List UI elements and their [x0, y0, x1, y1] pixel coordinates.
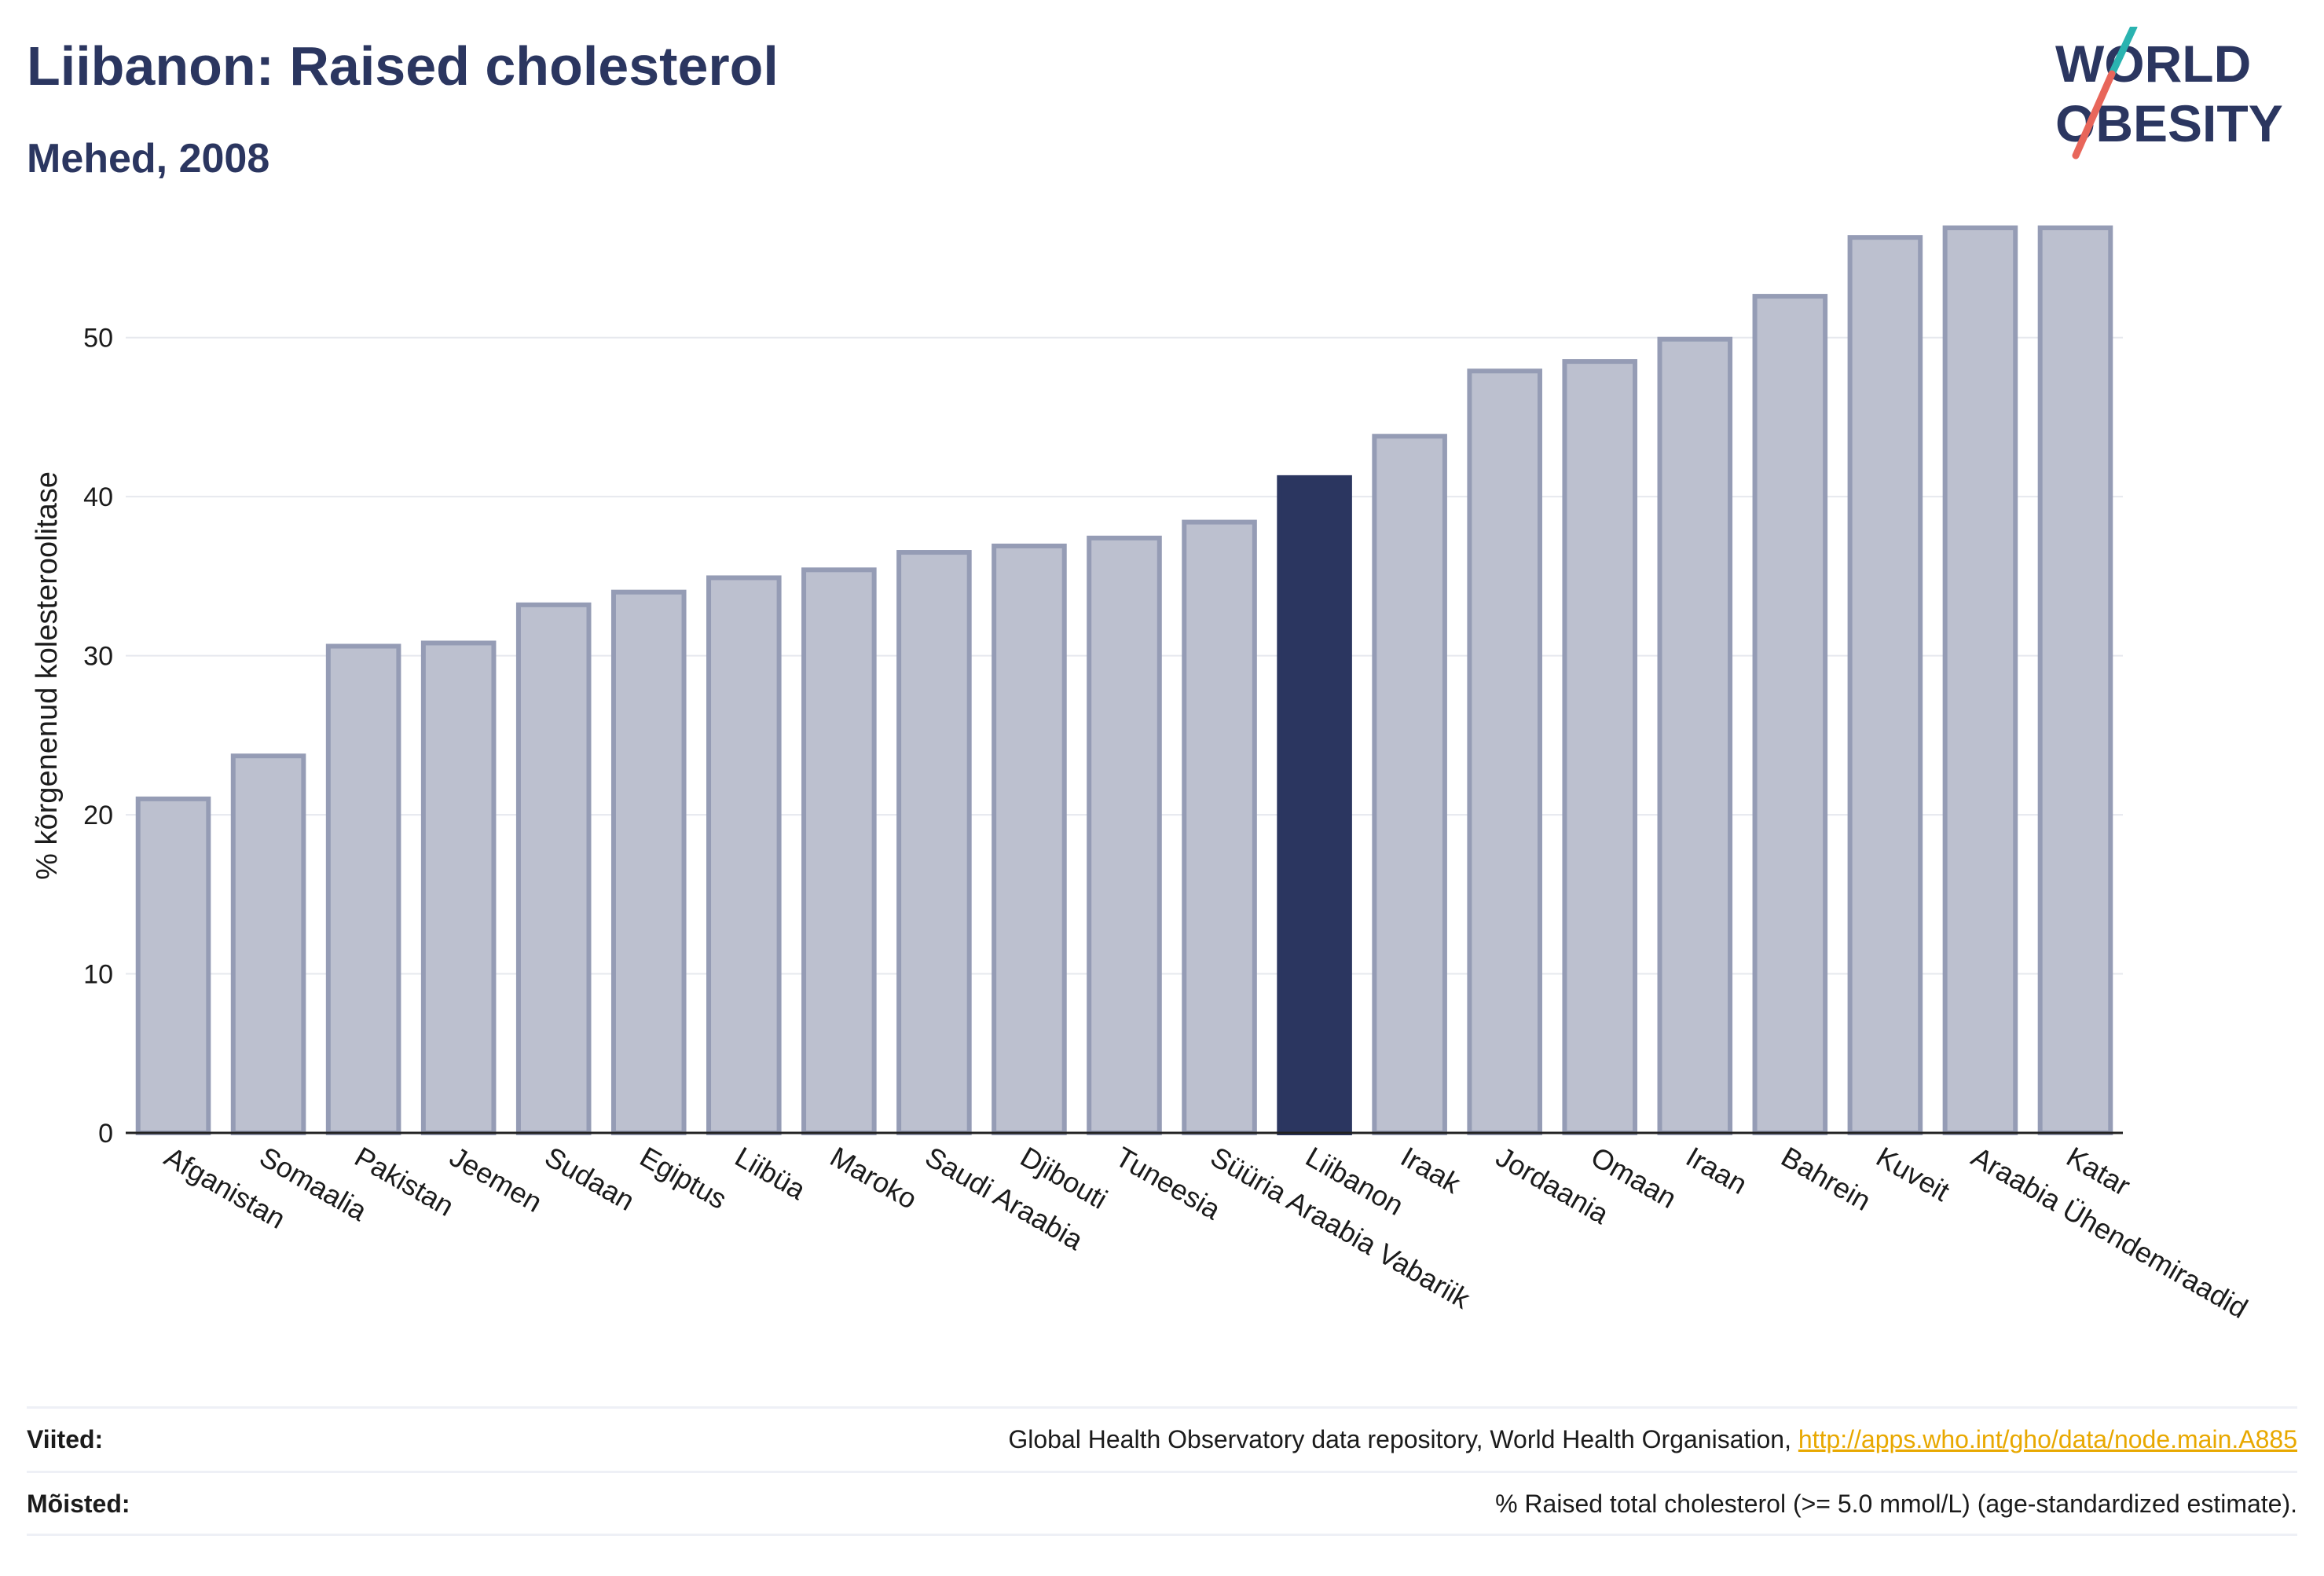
x-tick-label: Bahrein	[1776, 1140, 1876, 1217]
x-tick-label: Iraak	[1395, 1140, 1467, 1200]
sources-description: Global Health Observatory data repositor…	[1008, 1424, 1798, 1453]
bar	[1372, 434, 1447, 1135]
bar	[801, 567, 877, 1135]
y-tick-label: 50	[83, 324, 113, 354]
bar	[992, 543, 1067, 1135]
footer-divider	[27, 1534, 2297, 1536]
x-tick-label: Tuneesia	[1110, 1140, 1226, 1226]
bar	[135, 796, 211, 1135]
bar	[2037, 225, 2113, 1136]
world-obesity-logo: WORLD OBESITY	[2055, 27, 2283, 159]
tick-labels: 01020304050AfganistanSomaaliaPakistanJee…	[83, 324, 2253, 1325]
y-tick-label: 20	[83, 801, 113, 830]
bar	[1182, 519, 1257, 1135]
footer-sources: Viited: Global Health Observatory data r…	[27, 1406, 2297, 1470]
x-tick-label: Kuveit	[1871, 1140, 1955, 1208]
bar-chart: 01020304050AfganistanSomaaliaPakistanJee…	[31, 225, 2253, 1325]
chart-subtitle: Mehed, 2008	[27, 136, 270, 181]
bar	[325, 643, 401, 1135]
y-tick-label: 0	[98, 1119, 113, 1149]
logo-line-1: WORLD	[2055, 35, 2251, 93]
chart-title: Liibanon: Raised cholesterol	[27, 35, 779, 97]
bar	[1657, 336, 1733, 1136]
bar	[1087, 535, 1162, 1135]
x-tick-label: Maroko	[825, 1140, 922, 1215]
sources-link[interactable]: http://apps.who.int/gho/data/node.main.A…	[1798, 1424, 2297, 1453]
x-tick-label: Liibüa	[730, 1140, 812, 1206]
definitions-text: % Raised total cholesterol (>= 5.0 mmol/…	[1495, 1489, 2297, 1518]
bar	[1562, 359, 1638, 1135]
bar	[1752, 294, 1828, 1135]
bar	[515, 602, 592, 1135]
logo-slash-top	[2108, 27, 2138, 78]
definitions-label: Mõisted:	[27, 1489, 130, 1518]
bar	[706, 575, 782, 1135]
x-tick-label: Saudi Araabia	[920, 1140, 1089, 1256]
x-tick-label: Iraan	[1681, 1140, 1753, 1200]
y-tick-label: 30	[83, 642, 113, 672]
bar	[230, 753, 306, 1135]
y-axis-label: % kõrgenenud kolesteroolitase	[31, 471, 64, 880]
bar	[420, 640, 497, 1135]
x-tick-label: Egiptus	[635, 1140, 732, 1215]
footer-definitions: Mõisted: % Raised total cholesterol (>= …	[27, 1471, 2297, 1534]
y-tick-label: 40	[83, 482, 113, 512]
x-tick-label: Jeemen	[445, 1140, 548, 1219]
bar	[1467, 368, 1542, 1135]
x-tick-label: Sudaan	[540, 1140, 640, 1217]
bars	[135, 225, 2113, 1136]
bar	[896, 550, 972, 1135]
bar	[1847, 235, 1923, 1136]
bar-highlighted	[1277, 475, 1352, 1135]
sources-label: Viited:	[27, 1424, 104, 1453]
sources-text: Global Health Observatory data repositor…	[1008, 1425, 2297, 1454]
y-tick-label: 10	[83, 960, 113, 990]
bar	[610, 589, 687, 1135]
bar	[1942, 225, 2018, 1136]
logo-slash-bottom	[2072, 70, 2116, 159]
